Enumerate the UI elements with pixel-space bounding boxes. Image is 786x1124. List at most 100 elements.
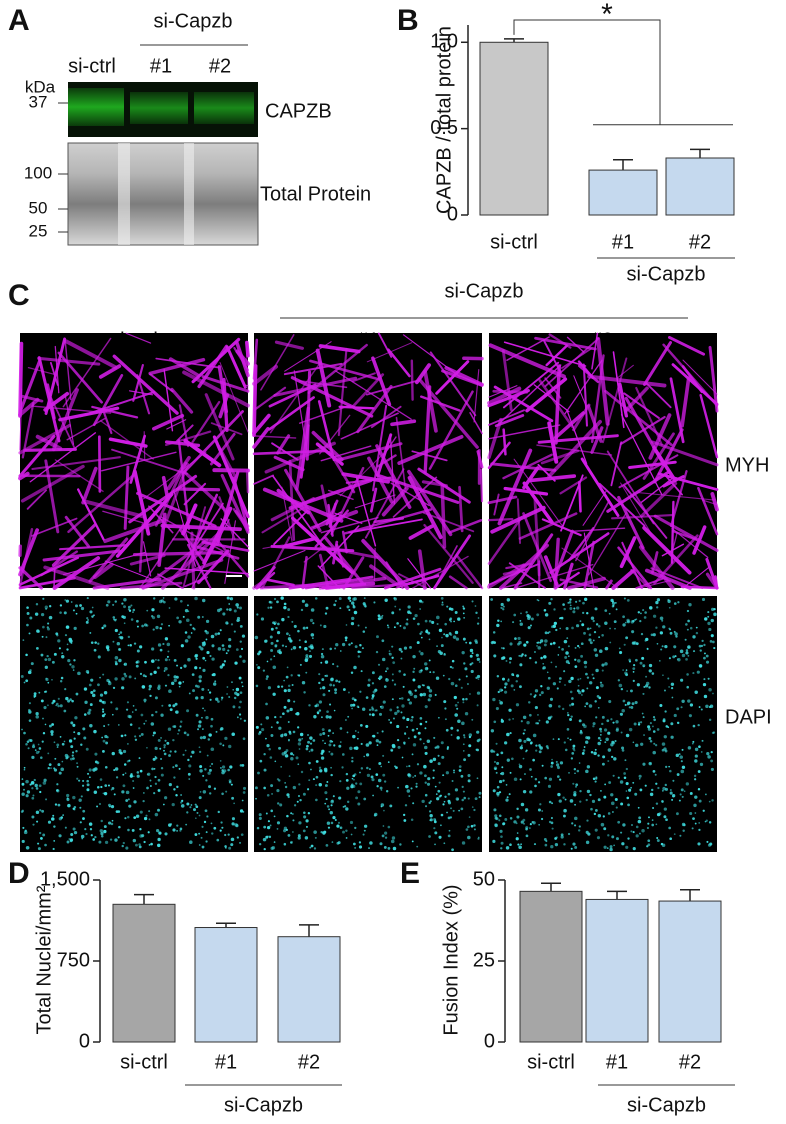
nucleus [520,623,523,626]
nucleus [439,836,442,839]
nucleus [555,843,558,846]
nucleus [406,766,408,768]
nucleus [335,643,338,646]
nucleus [152,616,155,619]
nucleus [67,797,69,799]
nucleus [219,742,222,745]
nucleus [357,738,359,740]
nucleus [157,844,160,847]
nucleus [114,677,117,680]
nucleus [30,784,32,786]
nucleus [551,802,553,804]
nucleus [523,790,526,793]
nucleus [310,743,312,745]
nucleus [364,825,367,828]
nucleus [84,687,87,690]
nucleus [304,647,307,650]
nucleus [287,666,289,668]
nucleus [306,627,308,629]
nucleus [556,761,558,763]
nucleus [535,661,537,663]
nucleus [277,821,280,824]
nucleus [340,741,342,743]
nucleus [685,658,688,661]
nucleus [61,677,64,680]
nucleus [429,814,432,817]
nucleus [548,785,551,788]
nucleus [104,691,107,694]
nucleus [339,597,342,600]
nucleus [300,664,302,666]
nucleus [144,661,147,664]
nucleus [208,689,210,691]
nucleus [70,721,73,724]
nucleus [175,703,178,706]
nucleus [183,664,186,667]
nucleus [263,753,265,755]
nucleus [160,758,162,760]
nucleus [208,738,210,740]
nucleus [652,751,656,755]
nucleus [563,670,565,672]
nucleus [36,603,38,605]
nucleus [420,631,422,633]
nucleus [520,778,522,780]
nucleus [704,695,707,698]
nucleus [538,781,540,783]
nucleus [442,601,444,603]
nucleus [594,648,598,652]
nucleus [66,648,68,650]
nucleus [240,625,243,628]
nucleus [458,810,460,812]
nucleus [168,754,171,757]
nucleus [309,650,311,652]
nucleus [568,645,570,647]
nucleus [47,682,49,684]
nucleus [154,768,156,770]
nucleus [656,606,658,608]
nucleus [503,647,505,649]
nucleus [562,797,564,799]
nucleus [48,821,51,824]
nucleus [328,808,330,810]
nucleus [611,756,613,758]
nucleus [39,791,41,793]
nucleus [176,665,178,667]
nucleus [607,760,609,762]
nucleus [232,689,234,691]
nucleus [438,650,441,653]
nucleus [228,645,231,648]
nucleus [380,766,382,768]
nucleus [57,705,59,707]
nucleus [31,662,34,665]
nucleus [334,710,336,712]
nucleus [699,800,702,803]
marker-label: 50 [29,198,48,217]
nucleus [378,614,381,617]
nucleus [363,834,365,836]
nucleus [295,713,297,715]
nucleus [229,608,232,611]
nucleus [467,825,470,828]
nucleus [261,728,264,731]
nucleus [195,654,198,657]
nucleus [593,752,596,755]
nucleus [292,831,294,833]
nucleus [188,778,190,780]
nucleus [670,722,673,725]
blot-total-protein [68,143,258,245]
nucleus [352,704,355,707]
nucleus [444,801,446,803]
nucleus [570,691,573,694]
nucleus [286,749,289,752]
micrographs [20,333,717,852]
nucleus [277,623,280,626]
myotube [442,487,444,547]
nucleus [461,808,464,811]
x-tick-label: #1 [215,1051,237,1073]
nucleus [221,699,223,701]
nucleus [469,736,471,738]
nucleus [271,726,273,728]
nucleus [206,651,209,654]
